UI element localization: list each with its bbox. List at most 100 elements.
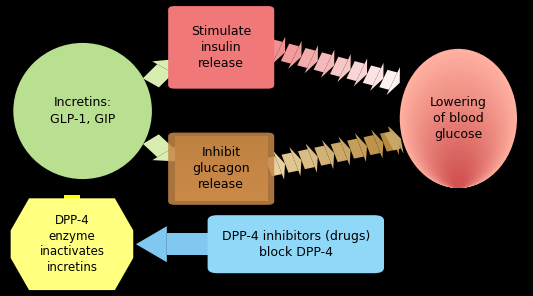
Polygon shape [379,70,398,90]
Polygon shape [322,140,334,169]
Polygon shape [387,126,400,155]
Polygon shape [152,145,178,161]
FancyBboxPatch shape [175,163,268,165]
Polygon shape [60,209,84,218]
FancyBboxPatch shape [175,157,268,159]
Text: Incretins:
GLP-1, GIP: Incretins: GLP-1, GIP [50,96,115,126]
Polygon shape [272,37,285,65]
Polygon shape [281,44,299,64]
Ellipse shape [422,102,495,188]
FancyBboxPatch shape [175,142,268,144]
Polygon shape [265,156,282,176]
Polygon shape [305,144,318,173]
Text: Lowering
of blood
glucose: Lowering of blood glucose [430,96,487,141]
Ellipse shape [450,168,467,188]
Ellipse shape [409,71,508,188]
Ellipse shape [416,89,500,188]
Ellipse shape [401,53,515,188]
Polygon shape [346,61,365,81]
FancyBboxPatch shape [175,196,268,198]
Polygon shape [136,226,167,262]
FancyBboxPatch shape [175,199,268,201]
Polygon shape [337,54,351,82]
Polygon shape [386,67,400,95]
FancyBboxPatch shape [175,189,268,192]
FancyBboxPatch shape [175,153,268,156]
FancyBboxPatch shape [175,144,268,146]
Ellipse shape [426,110,491,188]
Ellipse shape [446,159,471,188]
Polygon shape [330,142,348,162]
Ellipse shape [405,62,512,188]
Ellipse shape [439,141,478,188]
FancyBboxPatch shape [175,186,268,188]
FancyBboxPatch shape [175,173,268,175]
FancyBboxPatch shape [175,152,268,154]
Ellipse shape [415,84,502,188]
Ellipse shape [424,106,493,188]
Text: DPP-4 inhibitors (drugs)
block DPP-4: DPP-4 inhibitors (drugs) block DPP-4 [222,230,370,259]
FancyBboxPatch shape [175,162,268,164]
Polygon shape [281,153,298,173]
Ellipse shape [433,128,483,188]
Ellipse shape [403,58,513,188]
Ellipse shape [413,80,504,188]
Text: Inhibit
glucagon
release: Inhibit glucagon release [192,146,250,191]
Polygon shape [380,131,397,152]
Polygon shape [288,41,302,69]
Polygon shape [338,136,351,165]
FancyBboxPatch shape [175,183,268,185]
Polygon shape [297,48,316,68]
Polygon shape [364,135,380,155]
FancyBboxPatch shape [175,140,268,143]
FancyBboxPatch shape [175,145,268,147]
Ellipse shape [431,124,486,188]
FancyBboxPatch shape [175,150,268,152]
FancyBboxPatch shape [175,171,268,173]
FancyBboxPatch shape [175,165,268,167]
Polygon shape [298,149,314,169]
Polygon shape [11,198,133,290]
Polygon shape [384,131,401,151]
Polygon shape [264,39,282,59]
Polygon shape [354,58,367,86]
Ellipse shape [411,75,506,188]
Ellipse shape [448,163,469,188]
FancyBboxPatch shape [168,133,274,205]
FancyBboxPatch shape [175,181,268,183]
Ellipse shape [445,155,472,188]
FancyBboxPatch shape [175,184,268,187]
Polygon shape [273,151,285,180]
FancyBboxPatch shape [175,170,268,172]
Polygon shape [289,147,302,176]
FancyBboxPatch shape [175,176,268,178]
Polygon shape [363,65,381,86]
Polygon shape [370,63,384,91]
FancyBboxPatch shape [175,139,268,141]
FancyBboxPatch shape [175,158,268,160]
FancyBboxPatch shape [168,6,274,89]
FancyBboxPatch shape [175,197,268,200]
Ellipse shape [13,43,152,179]
FancyBboxPatch shape [175,192,268,195]
Ellipse shape [420,97,497,188]
Polygon shape [304,45,318,73]
FancyBboxPatch shape [175,188,268,190]
Polygon shape [152,59,178,76]
Ellipse shape [400,49,517,188]
FancyBboxPatch shape [175,178,268,180]
FancyBboxPatch shape [175,149,268,151]
Ellipse shape [442,150,474,188]
FancyBboxPatch shape [175,155,268,157]
Ellipse shape [435,133,482,188]
FancyBboxPatch shape [175,137,268,139]
FancyBboxPatch shape [175,168,268,170]
FancyBboxPatch shape [175,166,268,169]
FancyBboxPatch shape [175,194,268,197]
Polygon shape [64,195,79,209]
Polygon shape [314,146,331,166]
Polygon shape [143,64,173,87]
Polygon shape [167,233,216,255]
FancyBboxPatch shape [175,147,268,149]
Polygon shape [321,50,334,78]
